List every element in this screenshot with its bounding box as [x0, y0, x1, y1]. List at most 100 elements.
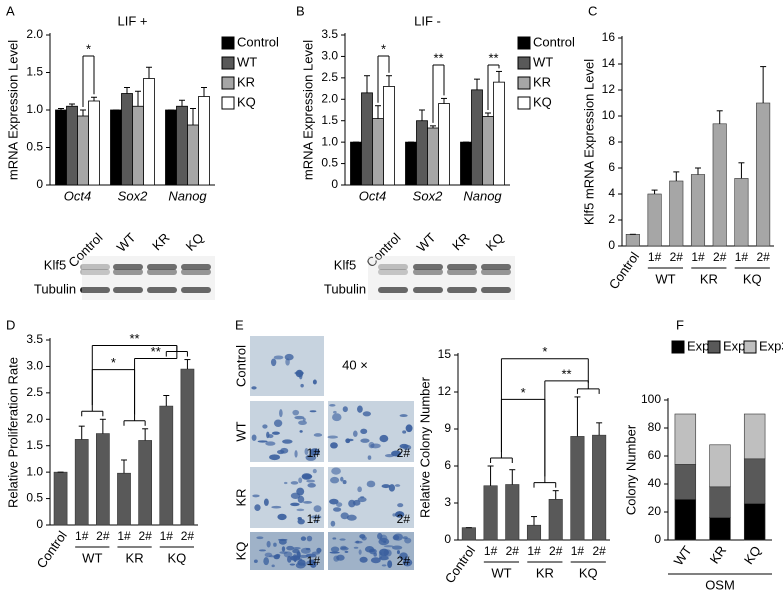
colony	[298, 477, 303, 484]
legend-swatch	[517, 56, 531, 70]
colony	[289, 563, 296, 566]
bar	[132, 105, 144, 186]
legend-swatch	[743, 340, 757, 354]
significance: *	[111, 355, 116, 370]
colony	[290, 502, 300, 507]
y-tick-label: 100	[641, 392, 661, 406]
y-tick-label: 40	[648, 476, 662, 490]
colony	[333, 410, 337, 414]
significance: *	[381, 41, 386, 56]
panel-letter: E	[235, 317, 244, 332]
legend-swatch	[221, 96, 235, 110]
chart-title: LIF +	[118, 13, 148, 28]
y-tick-label: 0.5	[26, 491, 43, 505]
legend-swatch	[517, 76, 531, 90]
y-tick-label: 3.0	[321, 49, 338, 63]
colony	[279, 409, 283, 418]
bar-segment	[743, 413, 766, 460]
x-tick-label: 1#	[691, 250, 705, 264]
bar	[427, 127, 439, 186]
colony	[298, 420, 307, 426]
significance: *	[542, 344, 547, 359]
y-tick-label: 2	[608, 212, 615, 226]
y-tick-label: 0	[331, 177, 338, 191]
x-tick-label: 1#	[735, 250, 749, 264]
blot-membrane	[82, 256, 215, 300]
colony	[296, 487, 305, 496]
group-label: WT	[82, 550, 102, 565]
colony	[300, 383, 304, 388]
colony	[336, 502, 343, 507]
y-axis-label: Relative Proliferation Rate	[5, 357, 20, 508]
colony	[270, 358, 277, 367]
blot-band	[113, 269, 143, 275]
bar	[669, 180, 684, 247]
significance: **	[130, 331, 140, 346]
y-axis-label: Relative Colony Number	[417, 376, 432, 518]
bar-segment	[743, 458, 766, 504]
colony	[310, 515, 322, 519]
colony	[362, 411, 371, 417]
row-label: KR	[233, 488, 248, 506]
bar-segment	[674, 413, 697, 465]
x-tick-label: Nanog	[168, 188, 207, 203]
colony	[339, 538, 346, 541]
colony	[306, 479, 316, 483]
colony	[277, 538, 288, 541]
blot-band	[447, 287, 477, 293]
x-tick-label: 1#	[160, 529, 174, 543]
x-tick-label: 2#	[181, 529, 195, 543]
colony	[281, 546, 286, 552]
bar	[548, 498, 563, 541]
x-tick-label: 2#	[592, 544, 606, 558]
colony	[357, 405, 363, 413]
colony	[366, 480, 376, 488]
colony	[397, 511, 402, 517]
y-tick-label: 2.5	[26, 385, 43, 399]
bar	[110, 109, 122, 186]
group-label: KR	[700, 271, 718, 286]
colony	[253, 559, 258, 563]
colony	[330, 520, 336, 527]
bar	[187, 124, 199, 186]
colony	[388, 484, 396, 492]
colony	[391, 545, 403, 550]
colony	[312, 468, 317, 474]
clone-label: 2#	[397, 446, 411, 460]
y-axis-label: mRNA Expression Level	[5, 40, 20, 180]
colony	[327, 435, 339, 439]
micrograph	[250, 336, 324, 396]
y-tick-label: 2.0	[26, 411, 43, 425]
group-label: KQ	[743, 271, 762, 286]
y-tick-label: 8	[608, 134, 615, 148]
colony	[397, 503, 404, 508]
y-tick-label: 0	[608, 238, 615, 252]
colony	[292, 409, 300, 416]
clone-label: 2#	[397, 554, 411, 568]
blot-band	[113, 287, 143, 293]
blot-membrane	[368, 256, 515, 300]
colony	[287, 555, 292, 563]
y-tick-label: 14	[602, 56, 616, 70]
x-tick-label: 1#	[571, 544, 585, 558]
group-label: KR	[536, 565, 554, 580]
row-label: Control	[233, 345, 248, 387]
clone-label: 1#	[307, 512, 321, 526]
bar	[55, 109, 67, 186]
bar	[712, 123, 727, 247]
colony	[313, 433, 323, 437]
colony	[266, 540, 271, 548]
bar	[493, 81, 505, 186]
y-tick-label: 16	[602, 30, 616, 44]
y-tick-label: 60	[648, 448, 662, 462]
significance: **	[151, 344, 161, 359]
colony	[332, 413, 342, 422]
colony	[331, 467, 341, 475]
colony	[298, 554, 309, 558]
x-tick-label: 2#	[96, 529, 110, 543]
colony	[357, 486, 362, 493]
y-axis-label: Klf5 mRNA Expression Level	[581, 59, 596, 225]
clone-label: 1#	[307, 554, 321, 568]
y-tick-label: 1.5	[26, 65, 43, 79]
bar	[505, 484, 520, 541]
